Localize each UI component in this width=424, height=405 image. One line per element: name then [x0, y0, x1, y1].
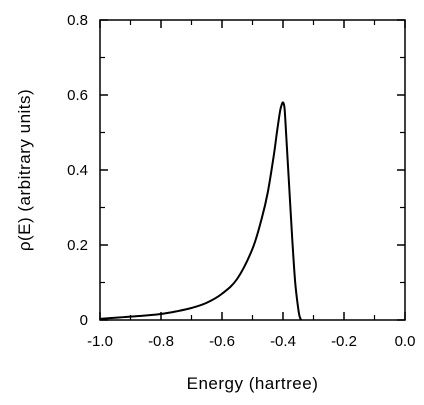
x-tick-label: -1.0 — [87, 333, 113, 350]
density-curve — [99, 101, 303, 321]
y-tick-label: 0.6 — [67, 87, 88, 104]
y-tick-label: 0.2 — [67, 237, 88, 254]
y-axis-label: ρ(E) (arbitrary units) — [15, 89, 34, 251]
plot-frame — [99, 19, 406, 321]
x-axis-ticks: -1.0 -0.8 -0.6 -0.4 -0.2 0.0 — [87, 20, 415, 350]
x-tick-label: -0.4 — [270, 333, 296, 350]
x-axis-label: Energy (hartree) — [187, 374, 319, 393]
y-tick-label: 0.4 — [67, 162, 88, 179]
x-tick-label: -0.8 — [148, 333, 174, 350]
x-tick-label: -0.2 — [331, 333, 357, 350]
x-tick-label: -0.6 — [209, 333, 235, 350]
y-tick-label: 0 — [80, 312, 88, 329]
x-tick-label: 0.0 — [395, 333, 416, 350]
y-tick-label: 0.8 — [67, 12, 88, 29]
y-axis-ticks: 0 0.2 0.4 0.6 0.8 — [67, 12, 405, 329]
